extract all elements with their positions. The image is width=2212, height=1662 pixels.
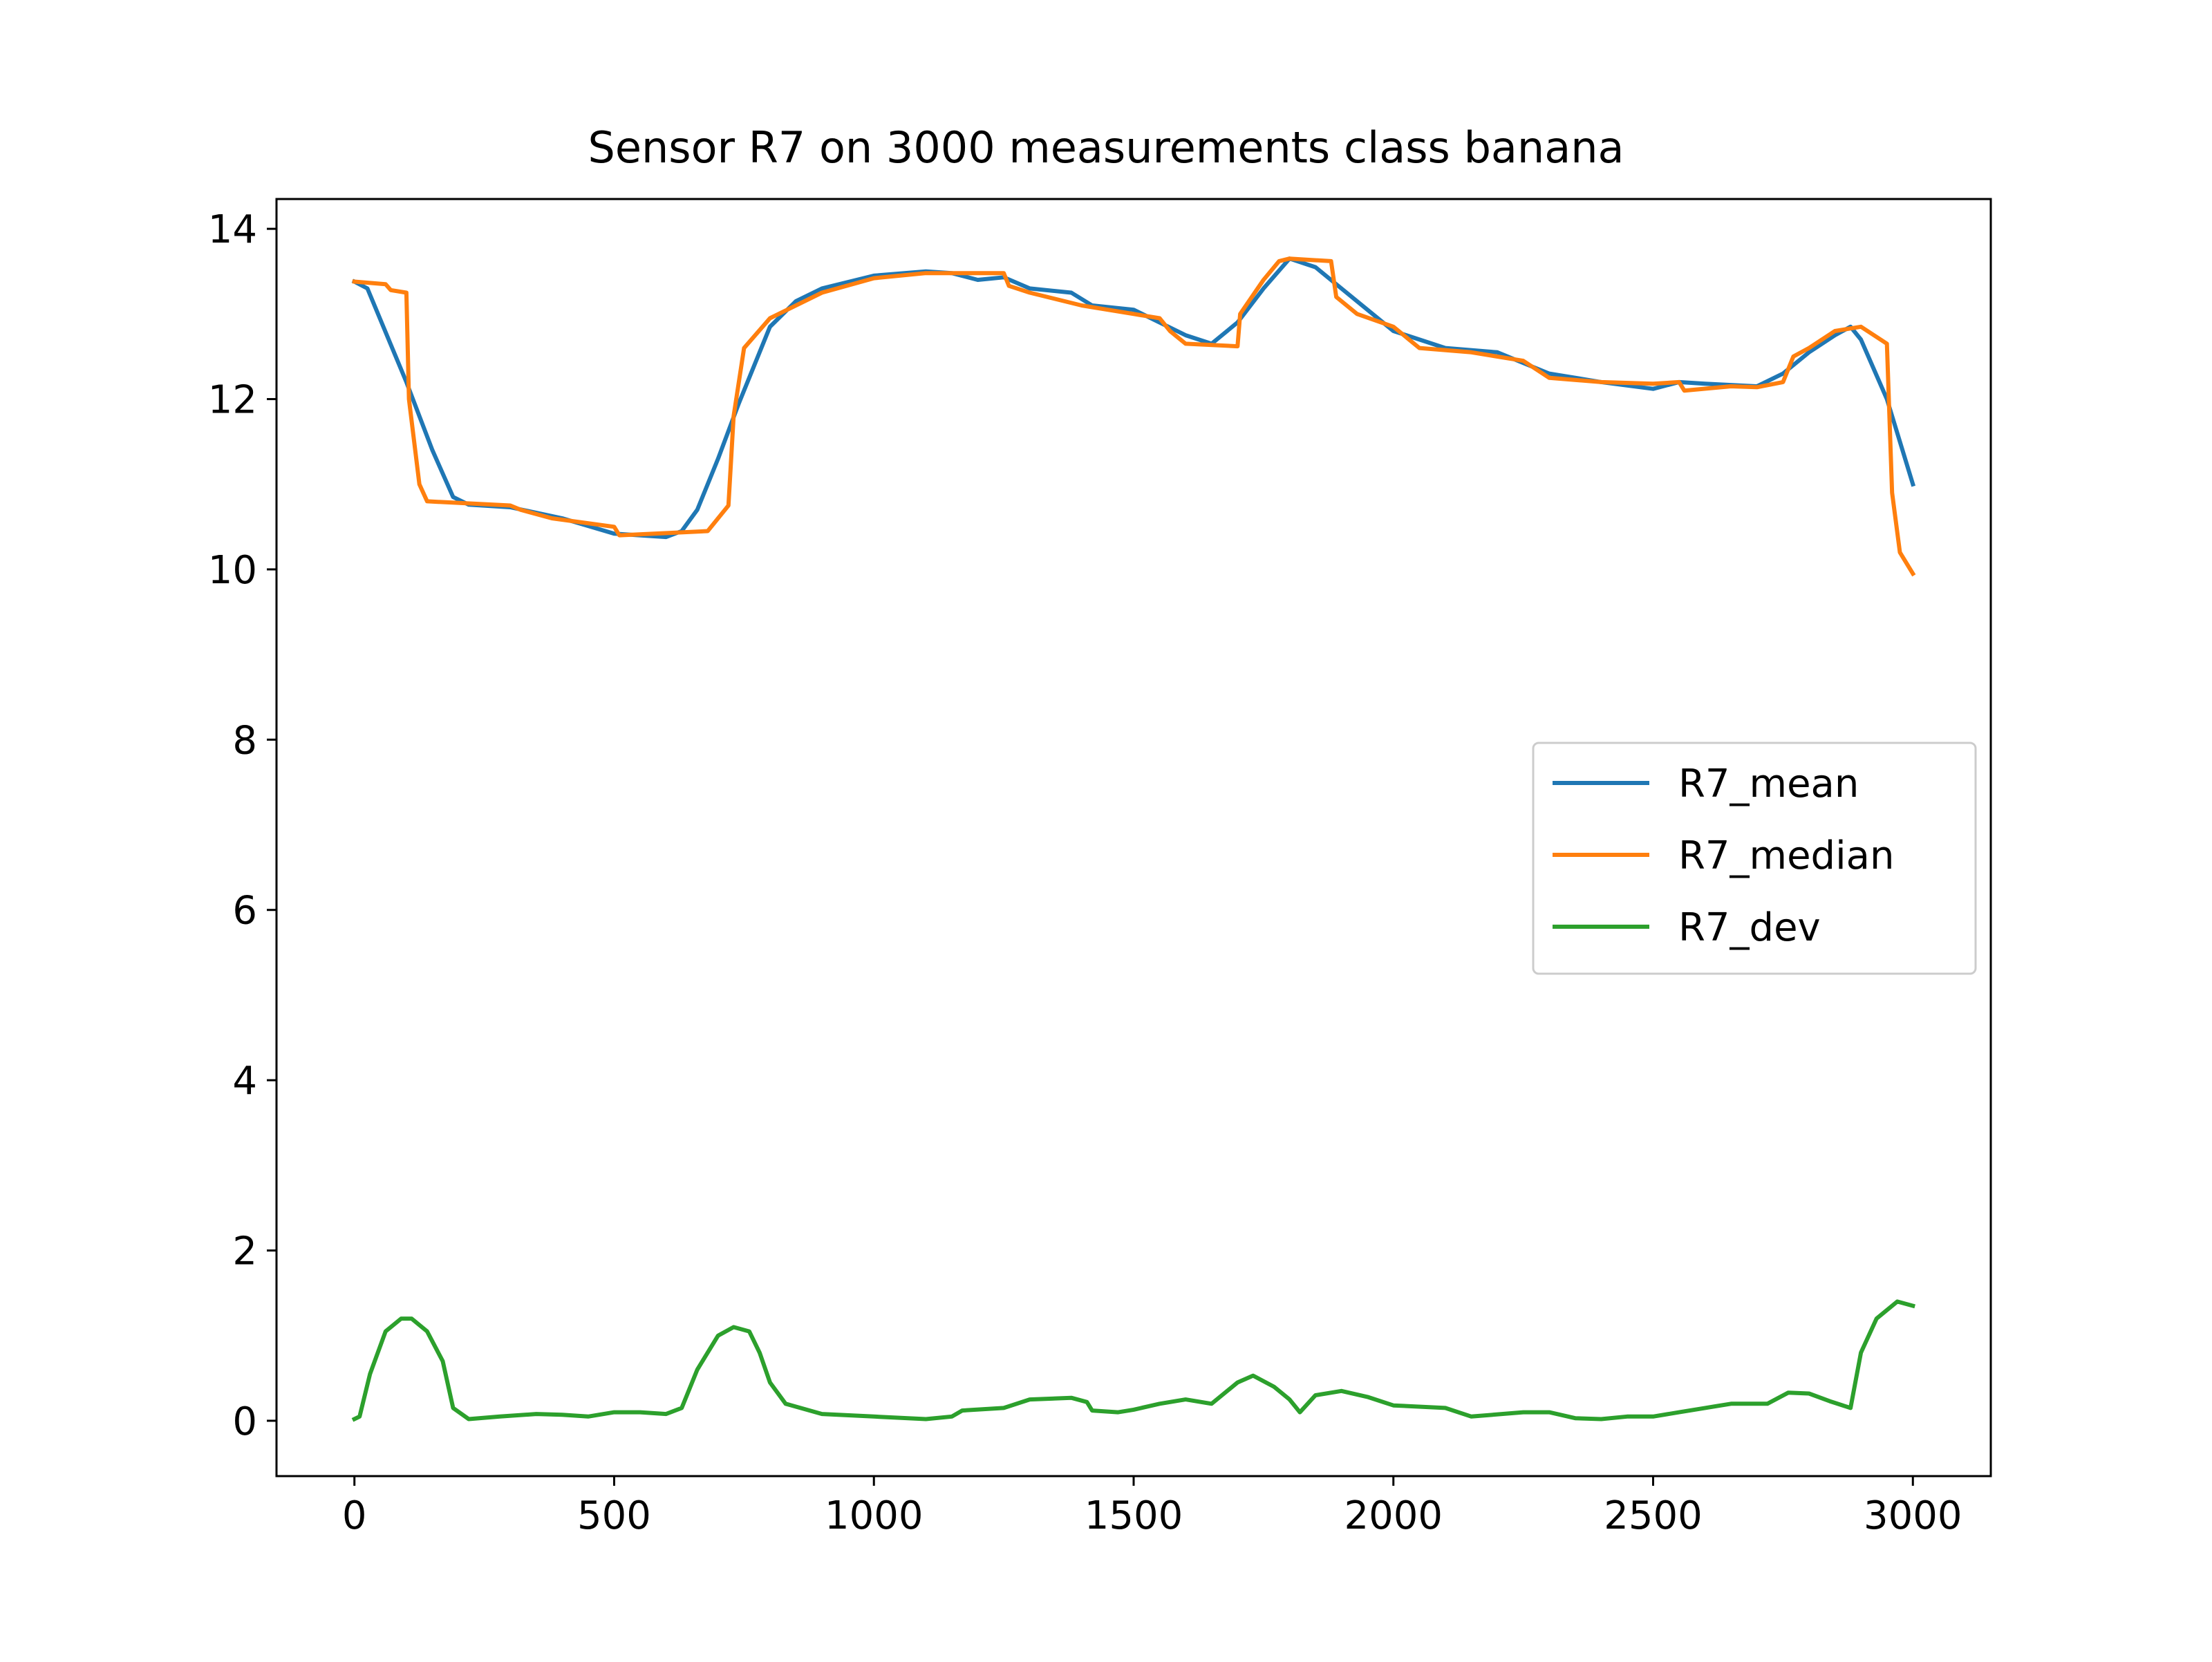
legend: R7_mean R7_median R7_dev (1532, 742, 1977, 975)
y-tick-label: 10 (208, 548, 257, 593)
chart-title: Sensor R7 on 3000 measurements class ban… (588, 122, 1624, 173)
legend-label: R7_dev (1678, 905, 1821, 950)
legend-label: R7_mean (1678, 762, 1859, 806)
x-tick-label: 2000 (1344, 1493, 1443, 1538)
x-tick-label: 3000 (1864, 1493, 1962, 1538)
y-tick-label: 8 (232, 718, 257, 763)
y-tick-label: 2 (232, 1229, 257, 1274)
y-axis: 0 2 4 6 8 10 12 14 (208, 207, 276, 1444)
y-tick-label: 6 (232, 889, 257, 934)
series-line-r7-median (352, 256, 1916, 577)
x-tick-label: 1500 (1085, 1493, 1183, 1538)
y-tick-label: 14 (208, 207, 257, 252)
y-tick-label: 4 (232, 1059, 257, 1104)
y-tick-label: 0 (232, 1399, 257, 1444)
x-tick-label: 2500 (1604, 1493, 1703, 1538)
x-tick-label: 1000 (825, 1493, 924, 1538)
legend-label: R7_median (1678, 833, 1894, 878)
series-layer (351, 256, 1916, 1422)
x-axis: 0 500 1000 1500 2000 2500 3000 (342, 1476, 1962, 1538)
legend-box (1532, 742, 1977, 975)
series-line-r7-dev (351, 1299, 1915, 1422)
y-tick-label: 12 (208, 378, 257, 423)
x-tick-label: 0 (342, 1493, 367, 1538)
x-tick-label: 500 (577, 1493, 651, 1538)
